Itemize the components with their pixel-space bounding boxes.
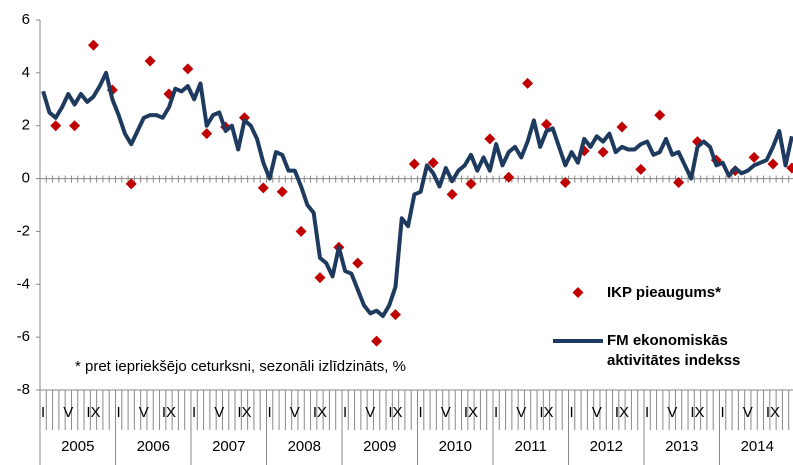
data-point: [786, 162, 793, 174]
x-tick-label: IX: [162, 404, 176, 421]
data-point: [635, 163, 647, 175]
x-tick-label: V: [63, 404, 73, 421]
data-point: [371, 335, 383, 347]
y-tick-label: -6: [17, 328, 30, 345]
data-point: [144, 55, 156, 67]
data-point: [503, 171, 515, 183]
data-point: [597, 146, 609, 158]
data-point: [257, 182, 269, 194]
data-point: [352, 257, 364, 269]
x-tick-label: V: [441, 404, 451, 421]
year-label: 2006: [137, 438, 170, 455]
x-tick-label: IX: [539, 404, 553, 421]
x-tick-label: I: [494, 404, 498, 421]
series-line: [41, 70, 793, 318]
y-tick-label: 6: [22, 11, 30, 28]
y-tick-label: -8: [17, 381, 30, 398]
data-point: [616, 121, 628, 133]
data-point: [465, 178, 477, 190]
year-label: 2008: [288, 438, 321, 455]
x-tick-label: V: [290, 404, 300, 421]
x-tick-label: I: [570, 404, 574, 421]
x-tick-label: IX: [464, 404, 478, 421]
year-label: 2011: [515, 438, 547, 455]
x-tick-label: IX: [690, 404, 704, 421]
data-point: [559, 177, 571, 189]
data-point: [389, 309, 401, 321]
year-label: 2012: [590, 438, 623, 455]
year-label: 2005: [61, 438, 94, 455]
x-tick-label: I: [645, 404, 649, 421]
x-tick-label: I: [343, 404, 347, 421]
year-label: 2007: [212, 438, 245, 455]
y-tick-label: 2: [22, 117, 30, 134]
x-tick-label: IX: [766, 404, 780, 421]
data-point: [87, 39, 99, 51]
data-point: [314, 272, 326, 284]
x-tick-label: IX: [615, 404, 629, 421]
data-point: [201, 128, 213, 140]
footnote: * pret iepriekšējo ceturksni, sezonāli i…: [75, 358, 406, 375]
data-point: [673, 177, 685, 189]
x-tick-label: V: [214, 404, 224, 421]
x-tick-label: I: [419, 404, 423, 421]
x-tick-label: IX: [237, 404, 251, 421]
x-tick-label: IX: [313, 404, 327, 421]
data-point: [446, 188, 458, 200]
year-label: 2010: [439, 438, 472, 455]
data-point: [50, 120, 62, 132]
x-tick-label: V: [365, 404, 375, 421]
data-point: [767, 158, 779, 170]
y-tick-label: -4: [17, 275, 30, 292]
data-point: [427, 157, 439, 169]
x-tick-label: V: [743, 404, 753, 421]
data-point: [182, 63, 194, 75]
data-point: [540, 118, 552, 130]
x-tick-label: V: [516, 404, 526, 421]
data-point: [654, 109, 666, 121]
year-label: 2014: [741, 438, 774, 455]
legend-marker: [572, 287, 584, 298]
x-tick-label: IX: [86, 404, 100, 421]
data-point: [522, 77, 534, 89]
data-point: [276, 186, 288, 198]
x-tick-label: V: [667, 404, 677, 421]
y-tick-label: 4: [22, 64, 30, 81]
x-tick-label: I: [268, 404, 272, 421]
data-point: [748, 151, 760, 163]
year-label: 2013: [665, 438, 698, 455]
x-tick-label: V: [139, 404, 149, 421]
data-point: [69, 120, 81, 132]
data-point: [408, 158, 420, 170]
x-tick-label: I: [721, 404, 725, 421]
x-tick-label: I: [41, 404, 45, 421]
x-tick-label: I: [117, 404, 121, 421]
data-point: [484, 133, 496, 145]
data-point: [125, 178, 137, 190]
legend-label: FM ekonomiskās aktivitātes indekss: [607, 332, 741, 369]
x-tick-label: I: [192, 404, 196, 421]
data-point: [295, 225, 307, 237]
year-label: 2009: [363, 438, 396, 455]
legend-label: IKP pieaugums*: [607, 284, 721, 301]
x-tick-label: IX: [388, 404, 402, 421]
y-tick-label: 0: [22, 170, 30, 187]
y-tick-label: -2: [17, 222, 30, 239]
x-tick-label: V: [592, 404, 602, 421]
